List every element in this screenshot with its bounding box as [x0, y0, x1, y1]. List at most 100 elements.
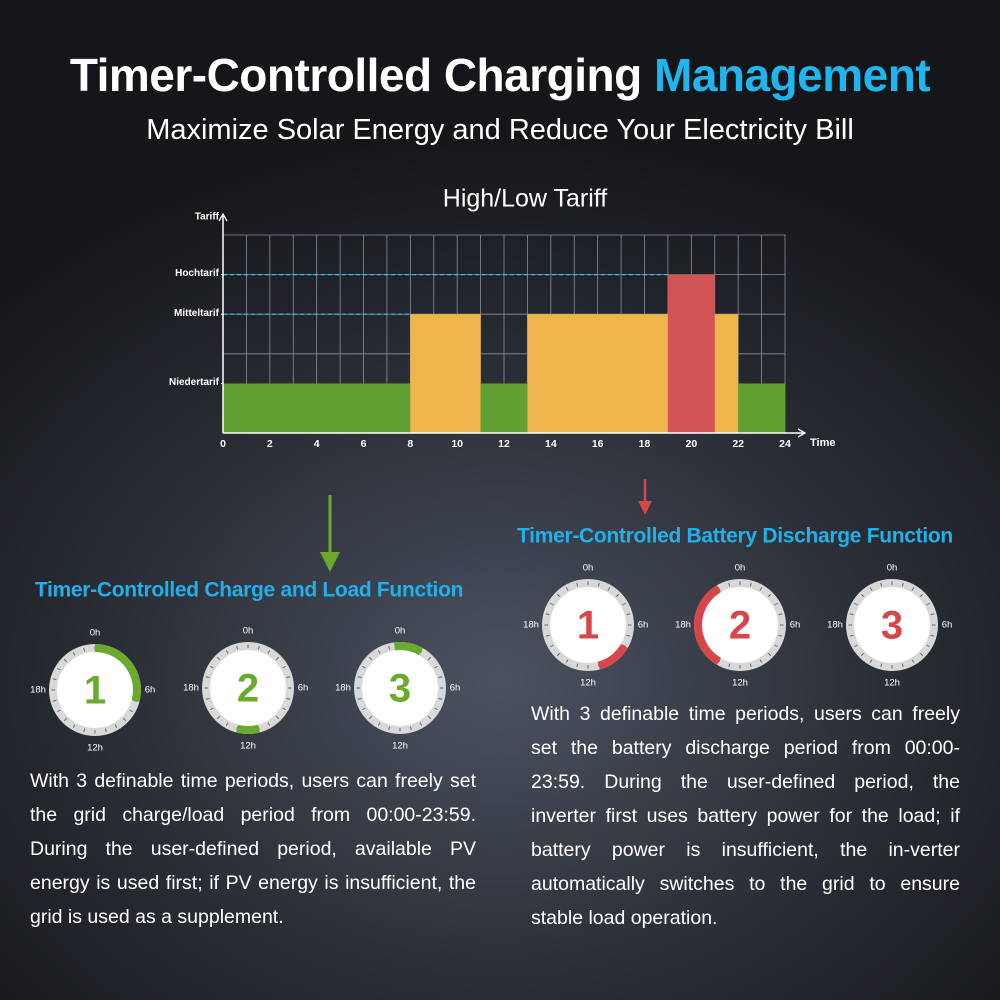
dial-label: 0h	[243, 626, 254, 637]
clock-inner	[362, 650, 438, 726]
clock-tick	[767, 593, 772, 598]
clock-tick	[72, 724, 76, 728]
clock-arc	[393, 642, 423, 656]
clock-tick	[368, 715, 373, 720]
x-axis-label: Time	[810, 437, 835, 449]
clock-tick	[854, 644, 858, 648]
clock-tick	[728, 663, 731, 668]
clock-tick	[911, 587, 915, 591]
clock-tick	[774, 644, 778, 648]
clock-tick	[434, 707, 438, 711]
dial-label: 0h	[887, 563, 898, 574]
paragraph: With 3 definable time periods, users can…	[30, 770, 476, 928]
clock-tick	[869, 659, 873, 663]
bar	[667, 274, 715, 433]
dial-label: 6h	[145, 685, 156, 696]
clock-tick	[860, 593, 865, 598]
x-tick-label: 8	[407, 438, 413, 450]
clock-tick	[236, 726, 239, 731]
clock-tick	[434, 665, 438, 669]
dial-label: 0h	[735, 563, 746, 574]
x-tick-label: 16	[592, 438, 604, 450]
clock-tick	[52, 678, 57, 681]
clock-tick	[57, 709, 61, 713]
clock-tick	[880, 582, 883, 587]
arrow-head	[320, 552, 340, 572]
clock-tick	[257, 645, 260, 650]
clock-tick	[615, 593, 620, 598]
clock-tick	[438, 697, 443, 700]
clock-tick	[869, 587, 873, 591]
title-accent: Management	[654, 49, 931, 101]
clock-tick	[930, 634, 935, 637]
clock-tick	[225, 650, 229, 654]
clock-tick	[565, 659, 569, 663]
clock-tick	[362, 707, 366, 711]
section-heading: Timer-Controlled Charge and Load Functio…	[35, 579, 463, 602]
dial-label: 12h	[580, 678, 596, 689]
x-tick-label: 10	[451, 438, 463, 450]
clock-tick	[63, 717, 68, 722]
x-tick-label: 14	[545, 438, 557, 450]
dial-label: 18h	[675, 620, 691, 631]
bar	[527, 314, 668, 433]
clock-tick	[282, 665, 286, 669]
clock-tick	[52, 699, 57, 702]
clock-tick	[926, 602, 930, 606]
x-tick-label: 0	[220, 438, 226, 450]
clock-number: 1	[577, 604, 599, 648]
clock-tick	[409, 726, 412, 731]
y-tick-label: Hochtarif	[175, 268, 220, 279]
y-tick-label: Mitteltarif	[174, 308, 220, 319]
clock-tick	[104, 728, 107, 733]
clock-tick	[257, 726, 260, 731]
clock-tick	[901, 663, 904, 668]
clock-tick	[236, 645, 239, 650]
clock-tick	[576, 663, 579, 668]
section-heading: Timer-Controlled Battery Discharge Funct…	[517, 525, 953, 548]
axis-arrow	[218, 212, 228, 222]
clock-tick	[860, 652, 865, 657]
clock-number: 2	[237, 667, 259, 711]
x-tick-label: 2	[267, 438, 273, 450]
clock-tick	[225, 722, 229, 726]
clock-tick	[83, 647, 86, 652]
clock-number: 2	[729, 604, 751, 648]
clock-tick	[607, 587, 611, 591]
clock-tick	[388, 645, 391, 650]
clock-tick	[388, 726, 391, 731]
clock-tick	[778, 613, 783, 616]
clocks: 0h 6h 12h 18h 1 0h 6h 12h 18h 2 0h 6h 12h 18h 3 0h 6h 12h…	[30, 563, 952, 754]
chart-title: High/Low Tariff	[443, 185, 607, 213]
clock-arc	[236, 724, 260, 734]
x-tick-label: 20	[685, 438, 697, 450]
clock-inner	[702, 587, 778, 663]
clock-tick	[849, 613, 854, 616]
clock-arc	[694, 585, 722, 665]
axis-arrow	[797, 428, 807, 438]
dial-label: 18h	[827, 620, 843, 631]
clock-tick	[267, 650, 271, 654]
dial-label: 18h	[183, 683, 199, 694]
clock-tick	[210, 707, 214, 711]
clock-tick	[545, 634, 550, 637]
dial-label: 6h	[942, 620, 953, 631]
title-text: Timer-Controlled Charging	[69, 49, 642, 101]
clock-tick	[419, 722, 423, 726]
y-axis-label: Tariff	[195, 212, 220, 223]
clock-tick	[368, 656, 373, 661]
clock-tick	[728, 582, 731, 587]
dial-label: 6h	[638, 620, 649, 631]
bar	[480, 383, 528, 433]
clock-tick	[749, 663, 752, 668]
clock-tick	[565, 587, 569, 591]
clock-tick	[774, 602, 778, 606]
clock-arc	[597, 643, 628, 670]
dial-label: 18h	[335, 683, 351, 694]
clock-tick	[282, 707, 286, 711]
bar	[223, 383, 411, 433]
clock-tick	[205, 697, 210, 700]
clock-inner	[57, 652, 133, 728]
